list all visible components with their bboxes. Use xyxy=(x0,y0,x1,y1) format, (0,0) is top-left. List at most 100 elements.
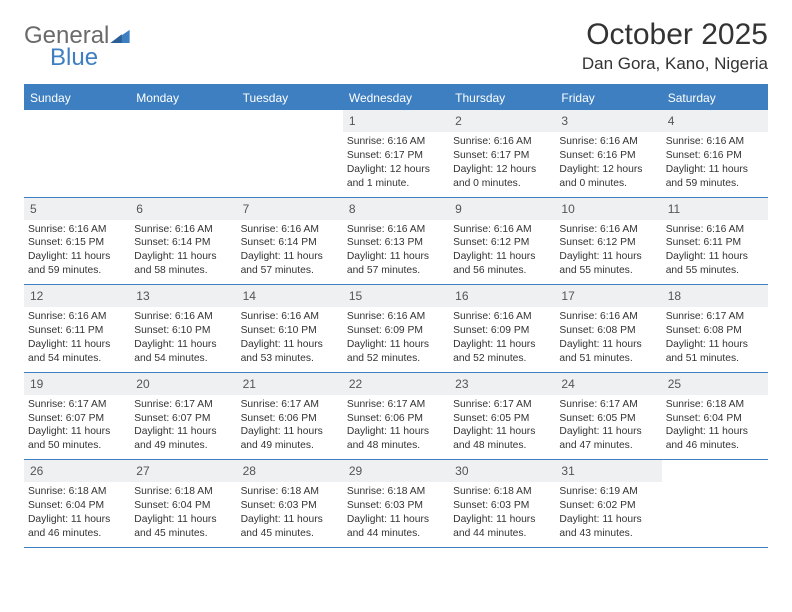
weekday-header: Tuesday xyxy=(237,86,343,110)
daylight-line: Daylight: 11 hours xyxy=(453,338,551,352)
day-number-row: 15 xyxy=(343,285,449,307)
daylight-line: Daylight: 11 hours xyxy=(453,425,551,439)
daylight-line: Daylight: 11 hours xyxy=(559,250,657,264)
day-number-row: 29 xyxy=(343,460,449,482)
sunset-line: Sunset: 6:08 PM xyxy=(666,324,764,338)
day-number-row: 21 xyxy=(237,373,343,395)
day-cell xyxy=(662,460,768,547)
page-container: GeneralBlue October 2025 Dan Gora, Kano,… xyxy=(0,0,792,548)
sunrise-line: Sunrise: 6:18 AM xyxy=(28,485,126,499)
daylight-line: Daylight: 11 hours xyxy=(666,338,764,352)
sunset-line: Sunset: 6:06 PM xyxy=(241,412,339,426)
sunrise-line: Sunrise: 6:16 AM xyxy=(453,310,551,324)
daylight-line: Daylight: 11 hours xyxy=(241,250,339,264)
day-number: 16 xyxy=(455,289,468,303)
day-cell: 5Sunrise: 6:16 AMSunset: 6:15 PMDaylight… xyxy=(24,198,130,285)
sunset-line: Sunset: 6:17 PM xyxy=(347,149,445,163)
day-number-row: 23 xyxy=(449,373,555,395)
sunrise-line: Sunrise: 6:16 AM xyxy=(559,223,657,237)
header: GeneralBlue October 2025 Dan Gora, Kano,… xyxy=(24,18,768,74)
day-cell: 23Sunrise: 6:17 AMSunset: 6:05 PMDayligh… xyxy=(449,373,555,460)
sunset-line: Sunset: 6:04 PM xyxy=(134,499,232,513)
daylight-line: and 54 minutes. xyxy=(28,352,126,366)
sunrise-line: Sunrise: 6:16 AM xyxy=(347,135,445,149)
day-number: 18 xyxy=(668,289,681,303)
day-number: 8 xyxy=(349,202,356,216)
sunset-line: Sunset: 6:12 PM xyxy=(559,236,657,250)
day-number-row: 22 xyxy=(343,373,449,395)
daylight-line: and 47 minutes. xyxy=(559,439,657,453)
daylight-line: and 0 minutes. xyxy=(453,177,551,191)
sunrise-line: Sunrise: 6:16 AM xyxy=(559,310,657,324)
day-number: 26 xyxy=(30,464,43,478)
day-cell xyxy=(237,110,343,197)
sunset-line: Sunset: 6:17 PM xyxy=(453,149,551,163)
sunrise-line: Sunrise: 6:16 AM xyxy=(134,310,232,324)
day-cell: 2Sunrise: 6:16 AMSunset: 6:17 PMDaylight… xyxy=(449,110,555,197)
sunset-line: Sunset: 6:02 PM xyxy=(559,499,657,513)
day-number-row: 14 xyxy=(237,285,343,307)
daylight-line: Daylight: 11 hours xyxy=(666,425,764,439)
day-number-row: 12 xyxy=(24,285,130,307)
sunset-line: Sunset: 6:07 PM xyxy=(134,412,232,426)
day-number: 4 xyxy=(668,114,675,128)
daylight-line: Daylight: 12 hours xyxy=(453,163,551,177)
day-number-row: 28 xyxy=(237,460,343,482)
sunset-line: Sunset: 6:05 PM xyxy=(559,412,657,426)
day-number: 19 xyxy=(30,377,43,391)
day-number: 29 xyxy=(349,464,362,478)
daylight-line: and 44 minutes. xyxy=(453,527,551,541)
daylight-line: and 49 minutes. xyxy=(241,439,339,453)
sunrise-line: Sunrise: 6:17 AM xyxy=(453,398,551,412)
sunset-line: Sunset: 6:09 PM xyxy=(453,324,551,338)
day-number-row: 19 xyxy=(24,373,130,395)
day-cell: 22Sunrise: 6:17 AMSunset: 6:06 PMDayligh… xyxy=(343,373,449,460)
sunset-line: Sunset: 6:09 PM xyxy=(347,324,445,338)
day-cell: 26Sunrise: 6:18 AMSunset: 6:04 PMDayligh… xyxy=(24,460,130,547)
day-number-row: 1 xyxy=(343,110,449,132)
day-number-row: 30 xyxy=(449,460,555,482)
day-number-row: 5 xyxy=(24,198,130,220)
daylight-line: and 56 minutes. xyxy=(453,264,551,278)
day-number: 9 xyxy=(455,202,462,216)
daylight-line: and 53 minutes. xyxy=(241,352,339,366)
day-cell: 7Sunrise: 6:16 AMSunset: 6:14 PMDaylight… xyxy=(237,198,343,285)
sunset-line: Sunset: 6:10 PM xyxy=(134,324,232,338)
day-number-row: 11 xyxy=(662,198,768,220)
daylight-line: Daylight: 11 hours xyxy=(666,250,764,264)
day-cell: 19Sunrise: 6:17 AMSunset: 6:07 PMDayligh… xyxy=(24,373,130,460)
day-number-row: 2 xyxy=(449,110,555,132)
day-cell: 11Sunrise: 6:16 AMSunset: 6:11 PMDayligh… xyxy=(662,198,768,285)
daylight-line: Daylight: 11 hours xyxy=(28,513,126,527)
daylight-line: and 0 minutes. xyxy=(559,177,657,191)
daylight-line: and 59 minutes. xyxy=(28,264,126,278)
sunrise-line: Sunrise: 6:18 AM xyxy=(241,485,339,499)
daylight-line: Daylight: 12 hours xyxy=(347,163,445,177)
sunrise-line: Sunrise: 6:16 AM xyxy=(453,223,551,237)
weekday-header: Saturday xyxy=(662,86,768,110)
day-cell: 25Sunrise: 6:18 AMSunset: 6:04 PMDayligh… xyxy=(662,373,768,460)
sunset-line: Sunset: 6:16 PM xyxy=(666,149,764,163)
sunrise-line: Sunrise: 6:16 AM xyxy=(28,310,126,324)
daylight-line: Daylight: 11 hours xyxy=(559,513,657,527)
daylight-line: and 48 minutes. xyxy=(347,439,445,453)
daylight-line: and 45 minutes. xyxy=(241,527,339,541)
daylight-line: and 49 minutes. xyxy=(134,439,232,453)
day-cell xyxy=(130,110,236,197)
sunrise-line: Sunrise: 6:17 AM xyxy=(559,398,657,412)
daylight-line: Daylight: 11 hours xyxy=(28,250,126,264)
daylight-line: and 46 minutes. xyxy=(666,439,764,453)
daylight-line: Daylight: 11 hours xyxy=(453,513,551,527)
day-number: 31 xyxy=(561,464,574,478)
sunrise-line: Sunrise: 6:17 AM xyxy=(241,398,339,412)
day-number: 14 xyxy=(243,289,256,303)
weekday-header-row: Sunday Monday Tuesday Wednesday Thursday… xyxy=(24,86,768,110)
sunrise-line: Sunrise: 6:18 AM xyxy=(134,485,232,499)
daylight-line: Daylight: 11 hours xyxy=(241,425,339,439)
weeks-grid: 1Sunrise: 6:16 AMSunset: 6:17 PMDaylight… xyxy=(24,110,768,548)
day-number-row: 25 xyxy=(662,373,768,395)
daylight-line: Daylight: 11 hours xyxy=(134,513,232,527)
daylight-line: and 45 minutes. xyxy=(134,527,232,541)
day-number: 23 xyxy=(455,377,468,391)
day-number: 20 xyxy=(136,377,149,391)
